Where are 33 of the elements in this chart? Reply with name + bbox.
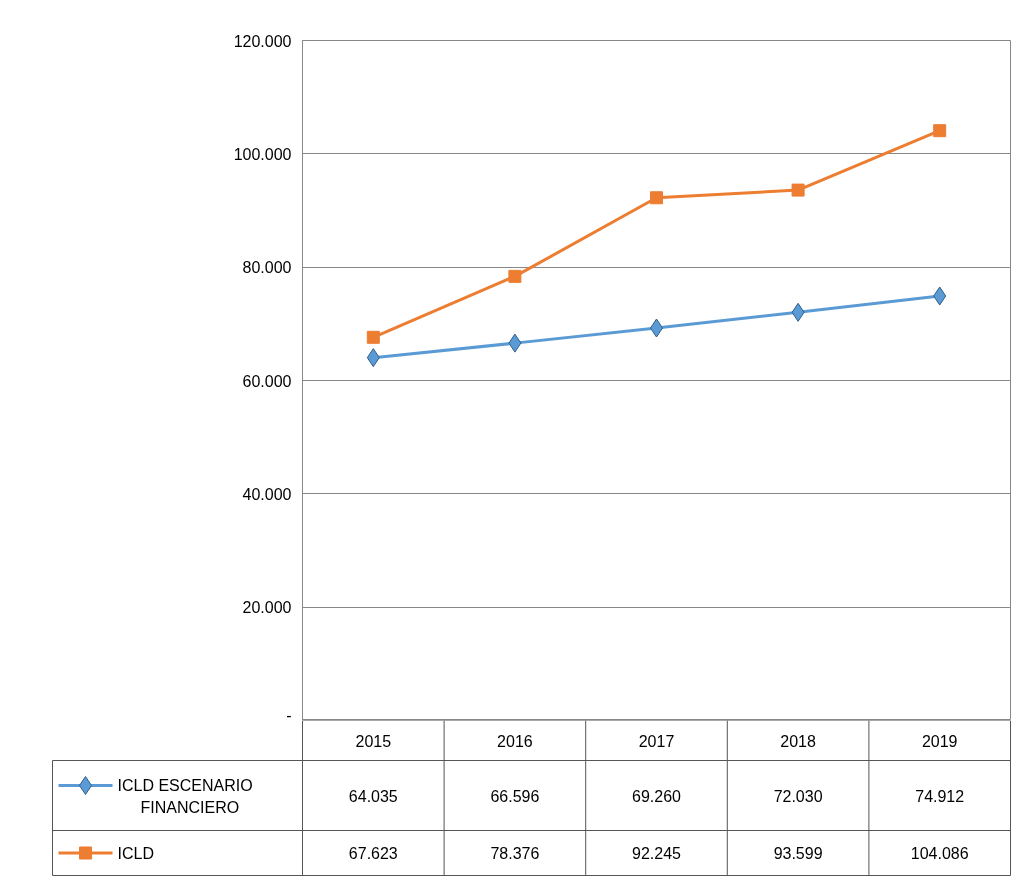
y-tick-label: 120.000 <box>233 32 292 50</box>
x-tick-label: 2017 <box>638 732 675 750</box>
data-label: 78.376 <box>490 845 540 862</box>
point <box>508 269 522 283</box>
point <box>791 302 805 322</box>
point <box>933 124 947 138</box>
legend-label: ICLD ESCENARIO FINANCIERO <box>117 777 253 816</box>
point <box>933 286 947 306</box>
data-label: 66.596 <box>490 787 540 805</box>
data-label: 93.599 <box>773 845 823 862</box>
data-label: 104.086 <box>910 845 969 862</box>
y-tick-label: 20.000 <box>242 599 292 617</box>
data-label: 67.623 <box>348 845 398 862</box>
data-label: 64.035 <box>348 787 398 805</box>
x-tick-label: 2019 <box>921 732 958 750</box>
y-tick-label: - <box>286 706 292 724</box>
legend-label: ICLD <box>117 844 154 862</box>
data-label: 72.030 <box>773 787 823 805</box>
data-label: 92.245 <box>632 845 682 862</box>
y-tick-label: 80.000 <box>242 259 292 277</box>
point <box>791 183 805 197</box>
point <box>366 330 380 344</box>
x-tick-label: 2015 <box>355 732 392 750</box>
y-tick-label: 40.000 <box>242 485 292 503</box>
y-tick-label: 60.000 <box>242 372 292 390</box>
x-tick-label: 2016 <box>497 732 533 750</box>
point <box>650 191 663 205</box>
y-tick-label: 100.000 <box>233 145 292 163</box>
point <box>366 348 380 368</box>
data-label: 74.912 <box>915 787 965 805</box>
data-label: 69.260 <box>632 787 682 805</box>
point <box>508 333 522 353</box>
x-tick-label: 2018 <box>780 732 816 750</box>
